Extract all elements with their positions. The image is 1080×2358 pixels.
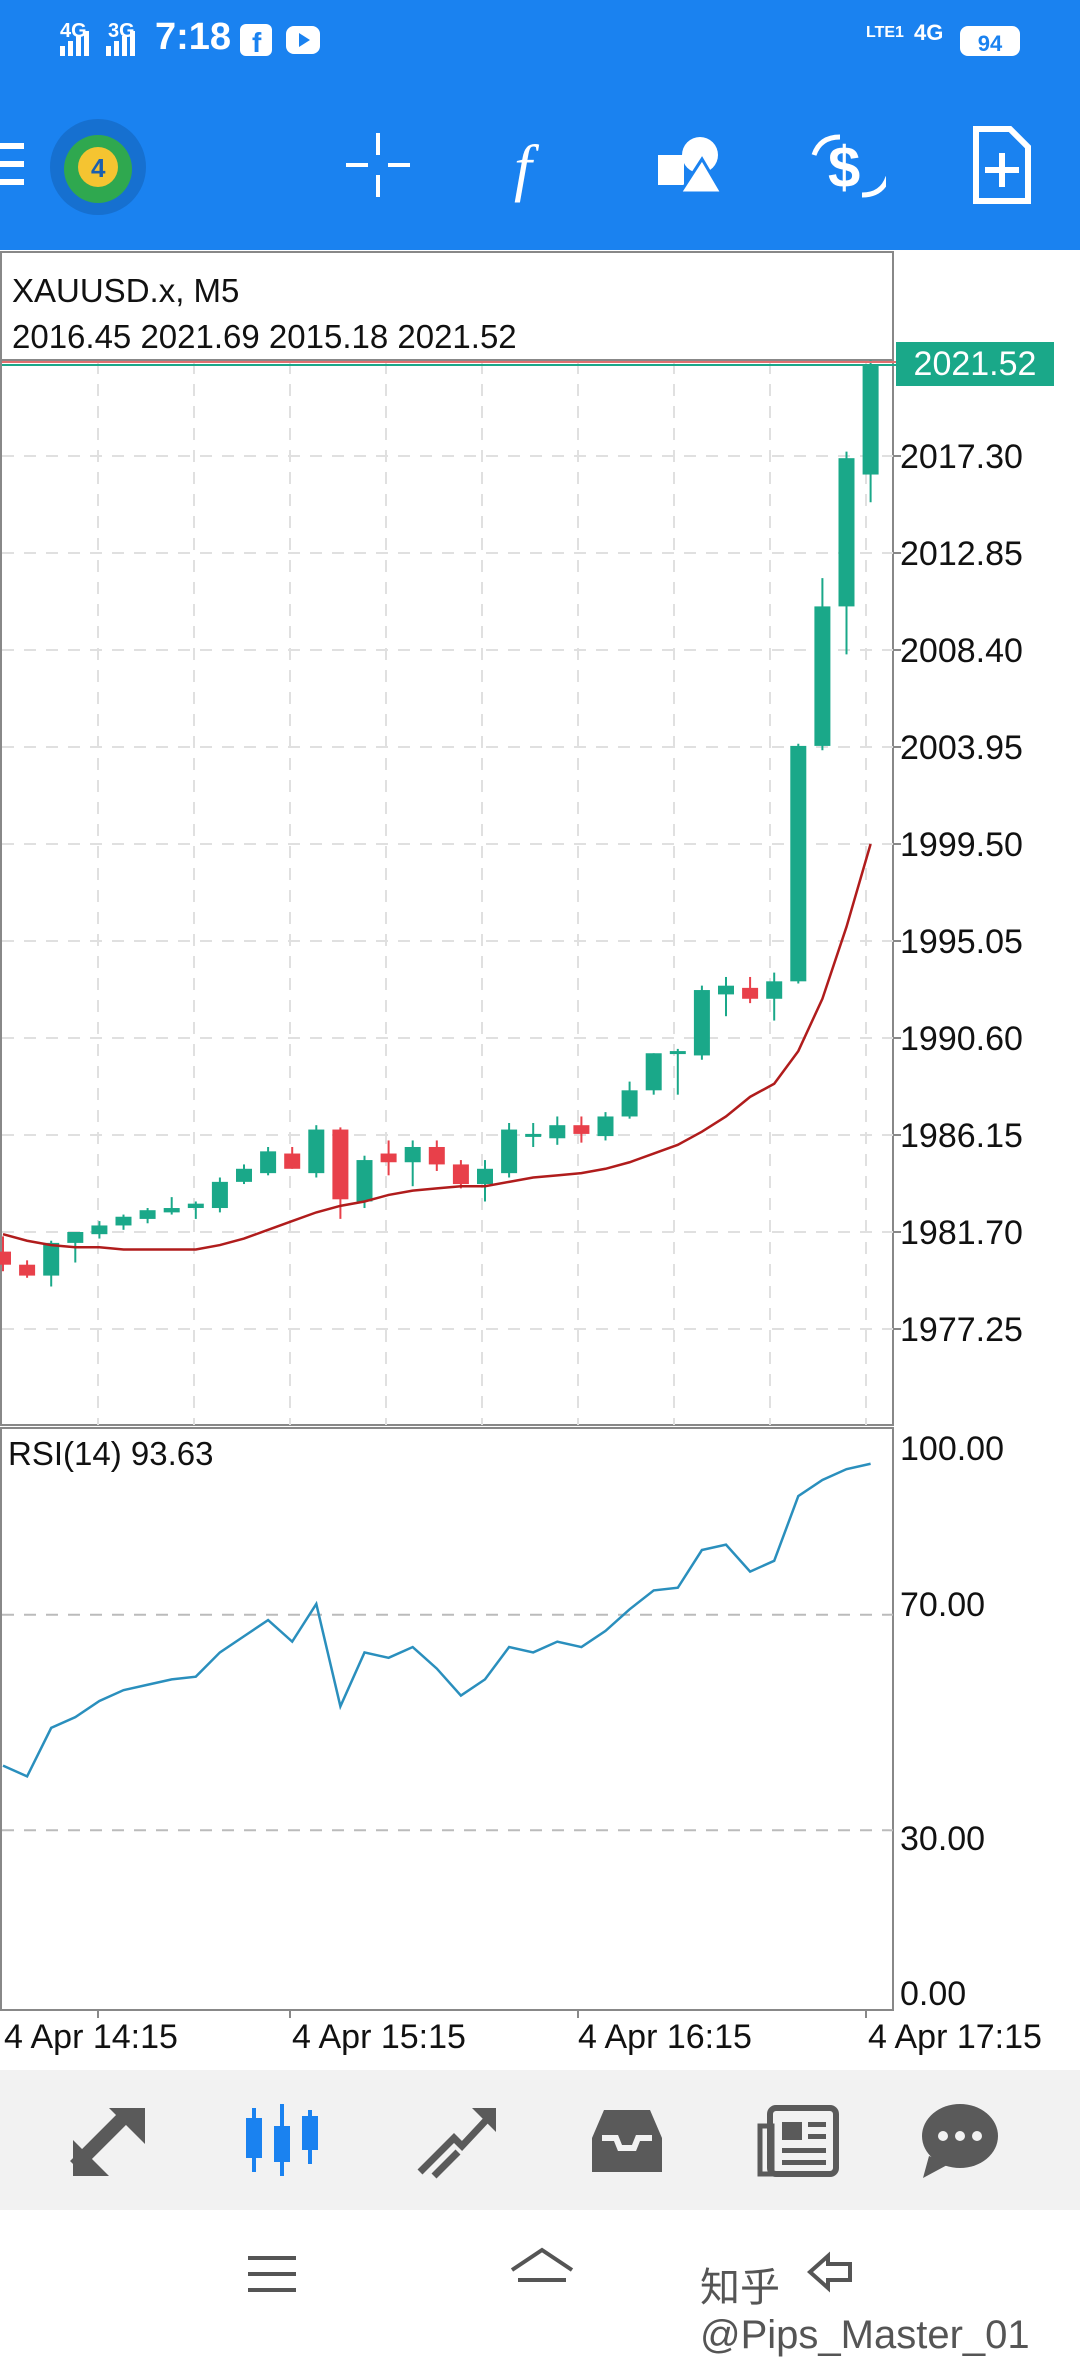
- home-icon[interactable]: [506, 2244, 578, 2300]
- candle-body: [43, 1242, 60, 1276]
- candle-body: [91, 1225, 108, 1235]
- rsi-label: RSI(14) 93.63: [8, 1435, 214, 1472]
- candle-body: [428, 1146, 445, 1165]
- candle-body: [718, 985, 734, 995]
- candle-body: [814, 606, 831, 746]
- price-axis-label: 1986.15: [900, 1117, 1023, 1155]
- candle-body: [236, 1168, 252, 1182]
- chart-icon[interactable]: [238, 2100, 328, 2180]
- candle-body: [645, 1053, 662, 1091]
- candle-body: [477, 1168, 493, 1185]
- svg-text:$: $: [828, 135, 860, 200]
- chart-symbol: XAUUSD.x, M5: [12, 272, 240, 309]
- candle-body: [356, 1160, 373, 1202]
- candle-body: [766, 981, 783, 999]
- metatrader-logo-icon[interactable]: 4: [48, 117, 148, 217]
- candle-body: [790, 745, 807, 982]
- price-axis-label: 1977.25: [900, 1311, 1023, 1349]
- time-axis-label: 4 Apr 16:15: [578, 2018, 752, 2056]
- candle-body: [115, 1216, 132, 1226]
- candle-body: [284, 1153, 301, 1169]
- trade-icon[interactable]: [410, 2100, 500, 2180]
- rsi-axis-label: 70.00: [900, 1586, 986, 1624]
- symbol-dollar-icon[interactable]: $: [806, 125, 886, 205]
- price-axis-label: 1999.50: [900, 826, 1023, 864]
- network-3g-label: 3G: [108, 20, 135, 42]
- chat-icon[interactable]: [915, 2100, 1005, 2180]
- candle-body: [260, 1151, 277, 1174]
- candle-body: [525, 1133, 542, 1137]
- lte-label: LTE1: [866, 24, 904, 41]
- menu-icon[interactable]: [0, 125, 72, 205]
- news-icon[interactable]: [756, 2100, 846, 2180]
- candle-body: [0, 1251, 11, 1265]
- youtube-icon: [286, 26, 320, 54]
- candle-body: [862, 364, 879, 475]
- recent-apps-icon[interactable]: [244, 2250, 300, 2298]
- time-axis-label: 4 Apr 14:15: [4, 2018, 178, 2056]
- candle-body: [838, 458, 855, 607]
- svg-text:f: f: [514, 132, 540, 203]
- candle-body: [597, 1116, 614, 1137]
- status-bar: 4G 3G 7:18 f LTE1 4G 94: [0, 0, 1080, 85]
- objects-icon[interactable]: [650, 125, 730, 205]
- crosshair-icon[interactable]: [338, 125, 418, 205]
- system-navigation-bar: [0, 2210, 1080, 2340]
- price-axis-label: 2017.30: [900, 438, 1023, 476]
- candle-body: [742, 987, 759, 999]
- chart-ohlc: 2016.45 2021.69 2015.18 2021.52: [12, 318, 517, 355]
- candle-body: [693, 990, 710, 1056]
- price-axis-label: 2003.95: [900, 729, 1023, 767]
- price-axis-label: 1990.60: [900, 1020, 1023, 1058]
- candle-body: [139, 1210, 156, 1219]
- candle-body: [669, 1051, 686, 1055]
- clock: 7:18: [155, 16, 232, 58]
- candle-body: [211, 1181, 228, 1209]
- history-icon[interactable]: [582, 2100, 672, 2180]
- watermark-text: 知乎 @Pips_Master_01: [700, 2266, 1030, 2357]
- current-price-tag: 2021.52: [896, 342, 1054, 386]
- facebook-icon: f: [240, 24, 272, 56]
- price-axis-label: 1995.05: [900, 923, 1023, 961]
- candle-body: [621, 1090, 638, 1117]
- candle-body: [332, 1129, 349, 1200]
- moving-average-line: [2, 843, 872, 1251]
- rsi-axis-label: 100.00: [900, 1430, 1004, 1468]
- chart-toolbar: 4 f $: [0, 85, 1080, 250]
- candle-body: [501, 1129, 518, 1174]
- candle-body: [404, 1146, 421, 1163]
- time-axis-label: 4 Apr 17:15: [868, 2018, 1042, 2056]
- candle-body: [452, 1164, 469, 1185]
- signal-bars-icon: [60, 31, 135, 56]
- price-axis-label: 1981.70: [900, 1214, 1023, 1252]
- time-axis-label: 4 Apr 15:15: [292, 2018, 466, 2056]
- rsi-line: [2, 1462, 871, 1779]
- bottom-navigation: [0, 2070, 1080, 2210]
- back-icon[interactable]: [800, 2244, 860, 2300]
- candle-body: [163, 1208, 180, 1213]
- candle-body: [67, 1232, 84, 1243]
- main-panel-border: [0, 251, 894, 1426]
- quotes-icon[interactable]: [65, 2100, 155, 2180]
- indicator-f-icon[interactable]: f: [494, 125, 574, 205]
- rsi-axis-label: 30.00: [900, 1820, 986, 1858]
- price-axis-label: 2008.40: [900, 632, 1023, 670]
- candle-body: [573, 1125, 590, 1134]
- battery-indicator: 94: [960, 26, 1020, 56]
- candle-body: [380, 1153, 397, 1163]
- network-4g-right-label: 4G: [914, 20, 944, 45]
- candle-body: [308, 1129, 325, 1174]
- candle-body: [549, 1125, 566, 1139]
- price-axis-label: 2012.85: [900, 535, 1023, 573]
- candle-body: [19, 1264, 36, 1276]
- svg-text:4: 4: [91, 153, 106, 183]
- svg-text:f: f: [252, 27, 262, 56]
- rsi-panel-border: [0, 1427, 894, 2011]
- candle-body: [187, 1203, 204, 1209]
- rsi-axis-label: 0.00: [900, 1975, 967, 2013]
- price-chart[interactable]: [0, 250, 1080, 2070]
- new-order-icon[interactable]: [962, 125, 1042, 205]
